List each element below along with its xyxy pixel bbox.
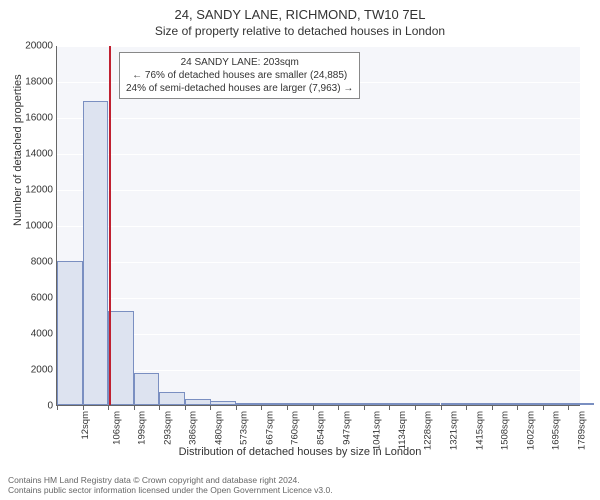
y-tick-label: 16000 [25, 113, 53, 124]
y-tick-label: 0 [47, 401, 53, 412]
histogram-bar [134, 373, 160, 405]
grid-line [57, 262, 580, 263]
x-tick-label: 1602sqm [525, 411, 536, 450]
x-tick [364, 405, 365, 410]
grid-line [57, 406, 580, 407]
y-tick-label: 12000 [25, 185, 53, 196]
x-tick-label: 854sqm [315, 411, 326, 445]
x-tick [108, 405, 109, 410]
chart-title: 24, SANDY LANE, RICHMOND, TW10 7EL [0, 0, 600, 24]
grid-line [57, 46, 580, 47]
grid-line [57, 298, 580, 299]
footer-attribution: Contains HM Land Registry data © Crown c… [8, 475, 333, 496]
x-tick [159, 405, 160, 410]
histogram-bar [543, 403, 569, 405]
x-tick [441, 405, 442, 410]
x-tick [466, 405, 467, 410]
grid-line [57, 334, 580, 335]
histogram-bar [389, 403, 415, 405]
x-tick [134, 405, 135, 410]
histogram-bar [287, 403, 313, 405]
x-tick-label: 573sqm [239, 411, 250, 445]
histogram-bar [57, 261, 83, 405]
x-tick-label: 947sqm [341, 411, 352, 445]
y-tick-label: 20000 [25, 41, 53, 52]
histogram-bar [159, 392, 185, 405]
y-tick-label: 6000 [31, 293, 53, 304]
histogram-bar [568, 403, 594, 405]
annotation-box: 24 SANDY LANE: 203sqm← 76% of detached h… [119, 52, 360, 99]
annotation-line: ← 76% of detached houses are smaller (24… [126, 69, 353, 82]
x-tick [261, 405, 262, 410]
x-tick-label: 12sqm [80, 411, 91, 440]
y-tick-label: 18000 [25, 77, 53, 88]
x-tick-label: 1134sqm [397, 411, 408, 449]
x-tick [185, 405, 186, 410]
annotation-line: 24 SANDY LANE: 203sqm [126, 56, 353, 69]
y-tick-label: 8000 [31, 257, 53, 268]
x-tick [415, 405, 416, 410]
x-tick [492, 405, 493, 410]
footer-line-2: Contains public sector information licen… [8, 485, 333, 496]
chart-subtitle: Size of property relative to detached ho… [0, 24, 600, 38]
histogram-bar [517, 403, 543, 405]
x-tick-label: 1415sqm [474, 411, 485, 450]
x-tick-label: 480sqm [213, 411, 224, 445]
histogram-bar [108, 311, 134, 405]
x-tick [287, 405, 288, 410]
grid-line [57, 118, 580, 119]
x-tick [236, 405, 237, 410]
x-tick-label: 1695sqm [551, 411, 562, 450]
x-tick-label: 760sqm [290, 411, 301, 445]
histogram-bar [466, 403, 492, 405]
annotation-line: 24% of semi-detached houses are larger (… [126, 82, 353, 95]
x-tick-label: 293sqm [162, 411, 173, 445]
x-tick-label: 1321sqm [448, 411, 459, 450]
x-tick-label: 386sqm [188, 411, 199, 445]
grid-line [57, 226, 580, 227]
x-tick [57, 405, 58, 410]
histogram-bar [261, 403, 287, 405]
y-tick-label: 14000 [25, 149, 53, 160]
histogram-bar [313, 403, 339, 405]
y-tick-label: 10000 [25, 221, 53, 232]
plot-area: 0200040006000800010000120001400016000180… [56, 46, 580, 406]
property-marker-line [109, 46, 111, 405]
histogram-bar [185, 399, 211, 405]
x-tick [313, 405, 314, 410]
x-tick-label: 1789sqm [576, 411, 587, 450]
x-tick-label: 1508sqm [500, 411, 511, 450]
histogram-bar [236, 403, 262, 405]
x-tick [389, 405, 390, 410]
x-tick-label: 199sqm [136, 411, 147, 445]
histogram-bar [338, 403, 364, 405]
x-tick [210, 405, 211, 410]
grid-line [57, 370, 580, 371]
x-tick-label: 1041sqm [372, 411, 383, 450]
histogram-bar [364, 403, 390, 405]
y-axis-title: Number of detached properties [12, 74, 24, 226]
x-tick-label: 106sqm [111, 411, 122, 445]
x-tick-label: 1228sqm [423, 411, 434, 450]
y-tick-label: 4000 [31, 329, 53, 340]
y-tick-label: 2000 [31, 365, 53, 376]
histogram-bar [210, 401, 236, 405]
x-tick [517, 405, 518, 410]
x-tick [568, 405, 569, 410]
histogram-bar [492, 403, 518, 405]
x-tick-label: 667sqm [264, 411, 275, 445]
x-axis-title: Distribution of detached houses by size … [0, 446, 600, 458]
x-tick [83, 405, 84, 410]
x-tick [543, 405, 544, 410]
footer-line-1: Contains HM Land Registry data © Crown c… [8, 475, 333, 486]
histogram-bar [83, 101, 109, 405]
histogram-bar [415, 403, 441, 405]
histogram-bar [441, 403, 467, 405]
x-tick [338, 405, 339, 410]
grid-line [57, 190, 580, 191]
grid-line [57, 154, 580, 155]
